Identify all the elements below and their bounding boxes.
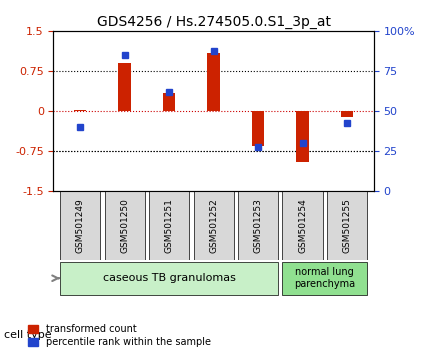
Bar bbox=[207, 53, 220, 112]
Bar bbox=[252, 112, 264, 146]
Text: normal lung
parenchyma: normal lung parenchyma bbox=[294, 267, 355, 289]
FancyBboxPatch shape bbox=[104, 192, 144, 260]
Legend: transformed count, percentile rank within the sample: transformed count, percentile rank withi… bbox=[26, 322, 213, 349]
FancyBboxPatch shape bbox=[283, 262, 367, 295]
FancyBboxPatch shape bbox=[238, 192, 278, 260]
Text: GSM501249: GSM501249 bbox=[76, 198, 85, 253]
Text: GSM501252: GSM501252 bbox=[209, 198, 218, 253]
FancyBboxPatch shape bbox=[327, 192, 367, 260]
Bar bbox=[74, 110, 86, 112]
FancyBboxPatch shape bbox=[60, 262, 278, 295]
FancyBboxPatch shape bbox=[149, 192, 189, 260]
Text: GSM501254: GSM501254 bbox=[298, 198, 307, 253]
Bar bbox=[341, 112, 353, 117]
FancyBboxPatch shape bbox=[283, 192, 322, 260]
Title: GDS4256 / Hs.274505.0.S1_3p_at: GDS4256 / Hs.274505.0.S1_3p_at bbox=[97, 15, 331, 29]
Text: GSM501251: GSM501251 bbox=[165, 198, 174, 253]
Text: GSM501253: GSM501253 bbox=[254, 198, 263, 253]
Bar bbox=[296, 112, 309, 162]
FancyBboxPatch shape bbox=[60, 192, 100, 260]
Text: GSM501255: GSM501255 bbox=[342, 198, 351, 253]
Text: cell type: cell type bbox=[4, 330, 52, 339]
Text: caseous TB granulomas: caseous TB granulomas bbox=[103, 273, 236, 283]
Bar bbox=[118, 63, 131, 112]
Bar bbox=[163, 93, 175, 112]
FancyBboxPatch shape bbox=[194, 192, 233, 260]
Text: GSM501250: GSM501250 bbox=[120, 198, 129, 253]
